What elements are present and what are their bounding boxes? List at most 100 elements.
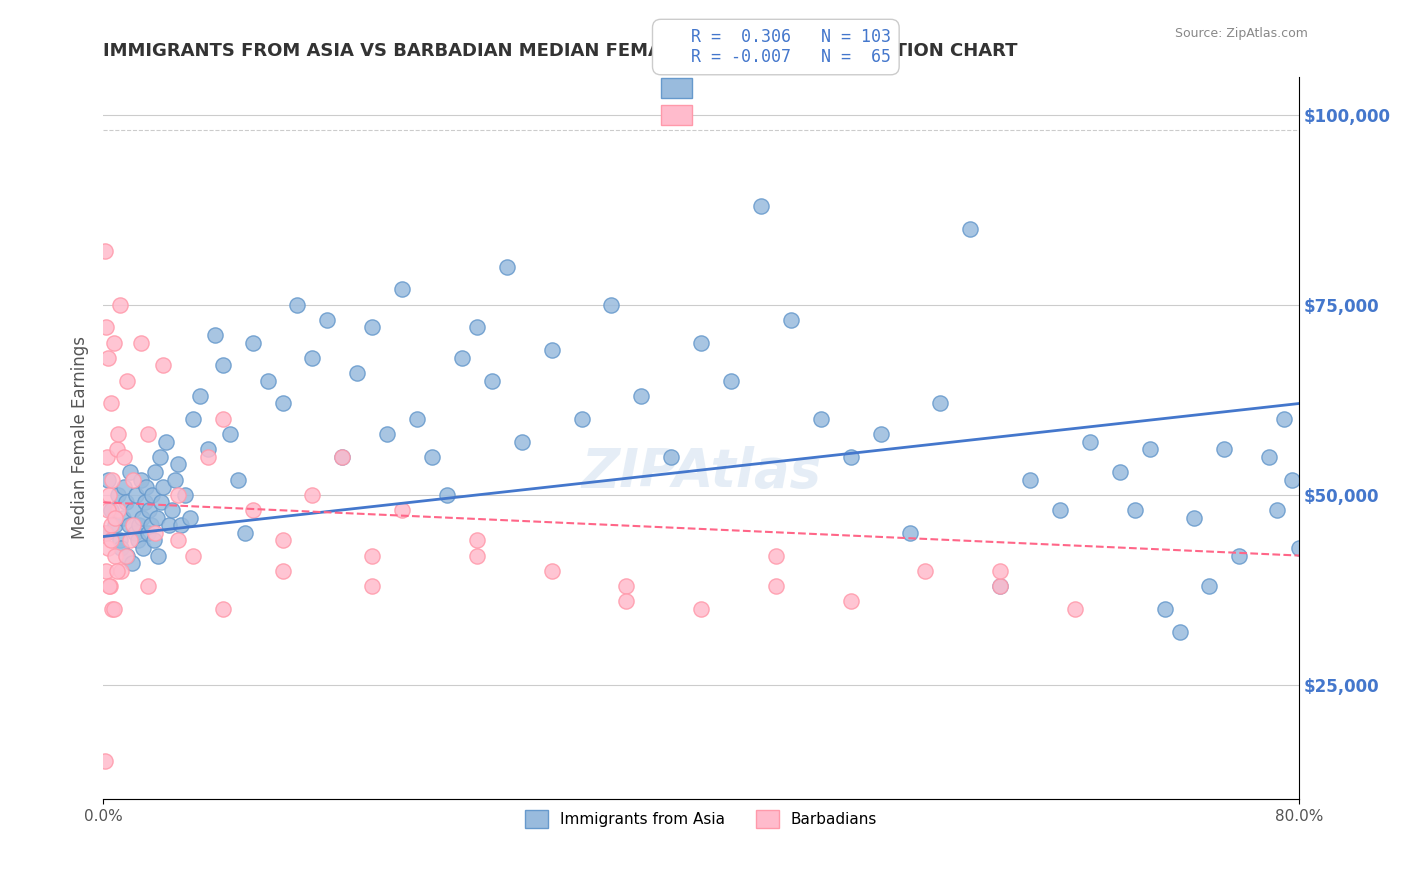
Point <box>145 525 167 540</box>
Point <box>117 518 139 533</box>
Point <box>988 564 1011 578</box>
Point <box>406 411 429 425</box>
Point <box>1184 510 1206 524</box>
Point <box>616 579 638 593</box>
Point <box>1108 465 1130 479</box>
Point <box>97 541 120 555</box>
Point <box>98 579 121 593</box>
Point <box>1064 601 1087 615</box>
Point <box>1049 503 1071 517</box>
Point <box>914 564 936 578</box>
Point <box>271 396 294 410</box>
Point <box>720 374 742 388</box>
Point <box>900 525 922 540</box>
Point <box>391 283 413 297</box>
Text: ZIPAtlas: ZIPAtlas <box>581 446 821 498</box>
Point <box>219 426 242 441</box>
Point <box>94 564 117 578</box>
Point <box>391 503 413 517</box>
Point <box>115 549 138 563</box>
Point <box>1123 503 1146 517</box>
Point <box>100 533 122 548</box>
Point <box>233 525 256 540</box>
Point <box>361 320 384 334</box>
Point <box>690 601 713 615</box>
Point <box>540 564 562 578</box>
Point <box>100 503 122 517</box>
Point <box>122 473 145 487</box>
Point <box>181 411 204 425</box>
Point <box>108 533 131 548</box>
Point <box>94 754 117 768</box>
Point <box>97 503 120 517</box>
Legend: Immigrants from Asia, Barbadians: Immigrants from Asia, Barbadians <box>519 804 883 835</box>
Point <box>101 473 124 487</box>
Point <box>145 465 167 479</box>
Point <box>959 221 981 235</box>
Point <box>103 601 125 615</box>
Point <box>1272 411 1295 425</box>
Point <box>112 450 135 464</box>
Point <box>988 579 1011 593</box>
Point <box>242 503 264 517</box>
Point <box>122 503 145 517</box>
Point <box>1198 579 1220 593</box>
Point <box>135 480 157 494</box>
Point <box>361 579 384 593</box>
Point <box>630 389 652 403</box>
Point <box>330 450 353 464</box>
Point <box>1019 473 1042 487</box>
Point <box>167 488 190 502</box>
Point <box>481 374 503 388</box>
Point <box>93 525 115 540</box>
Point <box>101 601 124 615</box>
Point <box>211 359 233 373</box>
Point <box>361 549 384 563</box>
Point <box>146 510 169 524</box>
Point <box>287 298 309 312</box>
Point <box>197 442 219 456</box>
Point <box>104 549 127 563</box>
Point <box>465 549 488 563</box>
Point <box>136 525 159 540</box>
Point <box>132 541 155 555</box>
Point <box>204 328 226 343</box>
Point <box>104 510 127 524</box>
Point <box>1258 450 1281 464</box>
Point <box>155 434 177 449</box>
Text: Source: ZipAtlas.com: Source: ZipAtlas.com <box>1174 27 1308 40</box>
Point <box>571 411 593 425</box>
Point <box>160 503 183 517</box>
Point <box>1139 442 1161 456</box>
Point <box>131 510 153 524</box>
Point <box>94 525 117 540</box>
Point <box>749 199 772 213</box>
Point <box>869 426 891 441</box>
Point <box>1213 442 1236 456</box>
Point <box>929 396 952 410</box>
Point <box>94 320 117 334</box>
Point <box>110 564 132 578</box>
Point <box>134 495 156 509</box>
Point <box>465 533 488 548</box>
Point <box>163 473 186 487</box>
Text: R =  0.306   N = 103
   R = -0.007   N =  65: R = 0.306 N = 103 R = -0.007 N = 65 <box>661 28 891 66</box>
Point <box>540 343 562 358</box>
Point <box>616 594 638 608</box>
Text: IMMIGRANTS FROM ASIA VS BARBADIAN MEDIAN FEMALE EARNINGS CORRELATION CHART: IMMIGRANTS FROM ASIA VS BARBADIAN MEDIAN… <box>103 42 1018 60</box>
Point <box>110 541 132 555</box>
Point <box>316 313 339 327</box>
Point <box>346 366 368 380</box>
Y-axis label: Median Female Earnings: Median Female Earnings <box>72 336 89 539</box>
Point <box>1078 434 1101 449</box>
Point <box>108 298 131 312</box>
Point <box>839 450 862 464</box>
Point <box>100 518 122 533</box>
Point <box>98 488 121 502</box>
Point <box>1281 473 1303 487</box>
Point <box>141 488 163 502</box>
Point <box>167 458 190 472</box>
Point <box>659 450 682 464</box>
Point <box>256 374 278 388</box>
Point <box>226 473 249 487</box>
